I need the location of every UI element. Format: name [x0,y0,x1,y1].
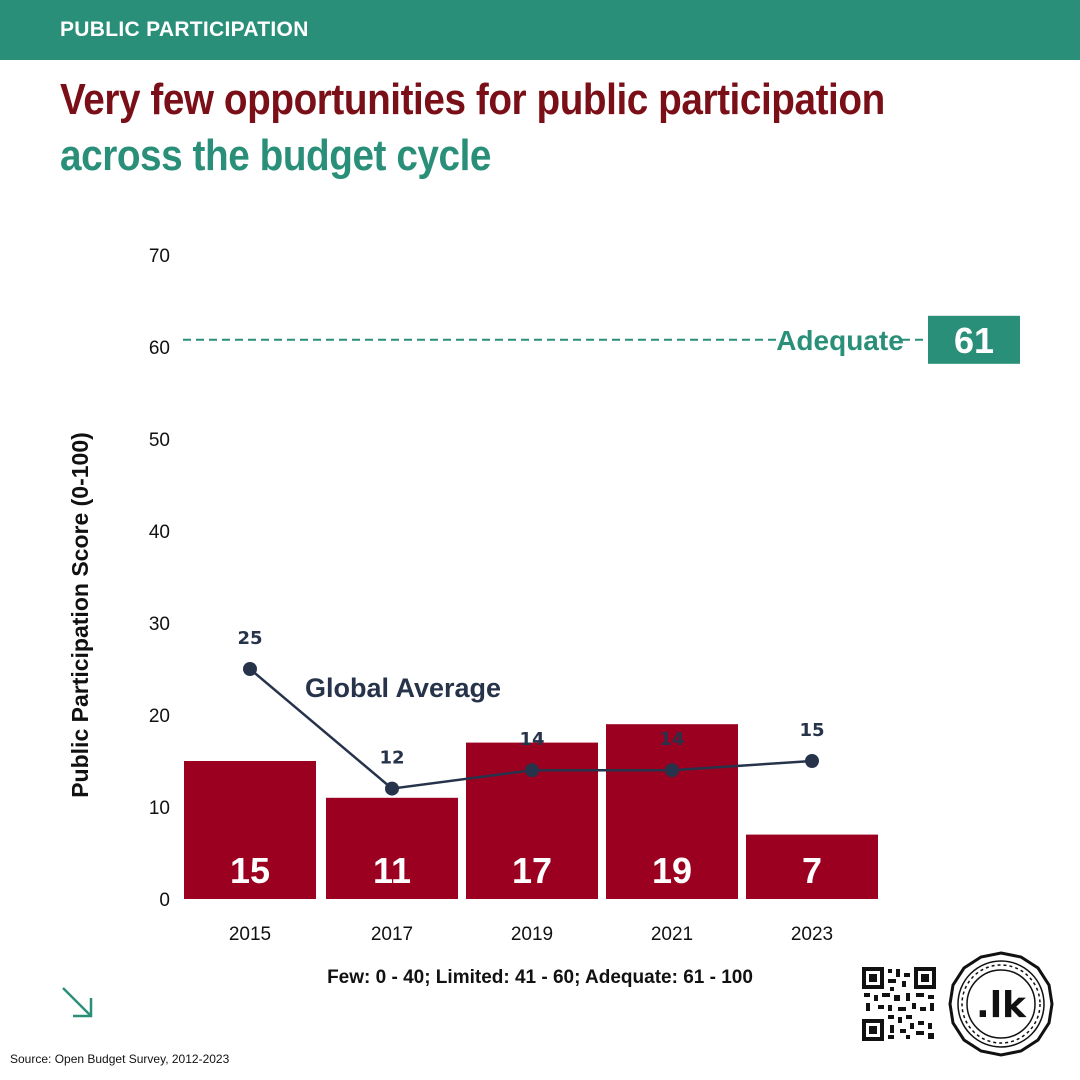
global-average-point-2015 [243,662,257,676]
y-tick-label-0: 0 [159,890,170,911]
headline-part-1: Very few opportunities for public partic… [60,75,885,124]
qr-code-icon [862,967,936,1041]
logo-text: .lk [976,985,1027,1026]
section-label: PUBLIC PARTICIPATION [60,18,309,41]
bar-value-label-2021: 19 [652,850,692,891]
adequate-reference: Adequate 61 [183,315,1020,364]
section-header-bar: PUBLIC PARTICIPATION [0,0,1080,60]
y-tick-label-60: 60 [149,338,170,359]
global-average-legend-label: Global Average [305,673,501,703]
x-axis: 2015 2017 2019 2021 2023 Few: 0 - 40; Limited… [229,924,833,988]
participation-chart: 0 10 20 30 40 50 60 70 Public Participation Scor… [67,246,1020,988]
headline-part-2: across the budget cycle [60,131,492,180]
bar-2023 [746,834,878,899]
bar-value-label-2017: 11 [373,850,411,891]
headline: Very few opportunities for public partic… [60,72,922,184]
global-average-point-2017 [385,781,399,796]
bar-2017 [326,797,458,899]
x-tick-label-2015: 2015 [229,924,271,945]
global-average-value-label-2019: 14 [519,729,544,750]
x-tick-label-2021: 2021 [651,924,693,945]
global-average-point-2021 [665,763,679,778]
bar-value-label-2019: 17 [512,850,552,891]
bar-2021 [606,724,738,899]
source-note: Source: Open Budget Survey, 2012-2023 [10,1052,230,1066]
y-tick-label-30: 30 [149,614,170,635]
global-average-point-2019 [525,763,539,778]
y-tick-label-10: 10 [149,798,170,819]
global-average-value-label-2023: 15 [799,720,824,741]
global-average-point-2023 [805,754,819,768]
y-tick-label-70: 70 [149,246,170,267]
bars: 15 11 17 19 7 [184,724,878,899]
x-axis-note: Few: 0 - 40; Limited: 41 - 60; Adequate:… [327,967,753,988]
bar-value-label-2015: 15 [230,850,270,891]
y-axis: 0 10 20 30 40 50 60 70 Public Participation Scor… [67,246,170,911]
arrow-down-right-icon [62,987,93,1018]
y-axis-title: Public Participation Score (0-100) [67,432,93,798]
bar-value-label-2023: 7 [802,850,822,891]
y-tick-label-50: 50 [149,430,170,451]
global-average-value-label-2017: 12 [379,748,404,769]
x-tick-label-2023: 2023 [791,924,833,945]
adequate-value-box [928,315,1020,364]
global-average-value-label-2021: 14 [659,729,684,750]
x-tick-label-2019: 2019 [511,924,553,945]
bar-2015 [184,761,316,899]
y-tick-label-40: 40 [149,522,170,543]
global-average-value-label-2015: 25 [237,628,262,649]
adequate-value-label: 61 [954,320,994,361]
x-tick-label-2017: 2017 [371,924,413,945]
global-average-line: 25 12 14 14 15 Global Average [237,628,825,796]
lk-logo-icon: .lk [948,951,1054,1057]
y-tick-label-20: 20 [149,706,170,727]
adequate-label: Adequate [776,325,904,356]
